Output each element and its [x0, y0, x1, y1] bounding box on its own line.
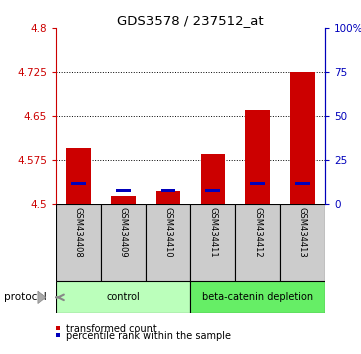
- Bar: [200, 154, 225, 204]
- Bar: [235, 204, 280, 281]
- Bar: [280, 204, 325, 281]
- Bar: [161, 189, 175, 192]
- Bar: [295, 182, 310, 184]
- Text: GSM434408: GSM434408: [74, 207, 83, 258]
- Text: GSM434409: GSM434409: [119, 207, 128, 258]
- Text: GSM434410: GSM434410: [164, 207, 173, 258]
- Text: GSM434412: GSM434412: [253, 207, 262, 258]
- Bar: [116, 189, 131, 192]
- Bar: [156, 191, 180, 204]
- Text: GSM434413: GSM434413: [298, 207, 307, 258]
- Bar: [191, 204, 235, 281]
- Bar: [205, 189, 220, 192]
- Text: control: control: [106, 292, 140, 302]
- Bar: [290, 72, 315, 204]
- Text: percentile rank within the sample: percentile rank within the sample: [66, 331, 231, 341]
- Text: transformed count: transformed count: [66, 324, 156, 333]
- Bar: [191, 281, 325, 313]
- Text: protocol: protocol: [4, 292, 46, 302]
- Text: beta-catenin depletion: beta-catenin depletion: [202, 292, 313, 302]
- Bar: [250, 182, 265, 184]
- Bar: [56, 281, 191, 313]
- Bar: [66, 148, 91, 204]
- Bar: [145, 204, 191, 281]
- Bar: [56, 204, 101, 281]
- Bar: [71, 182, 86, 184]
- Bar: [111, 196, 135, 204]
- Bar: [101, 204, 145, 281]
- Text: GSM434411: GSM434411: [208, 207, 217, 258]
- Bar: [245, 110, 270, 204]
- Title: GDS3578 / 237512_at: GDS3578 / 237512_at: [117, 14, 264, 27]
